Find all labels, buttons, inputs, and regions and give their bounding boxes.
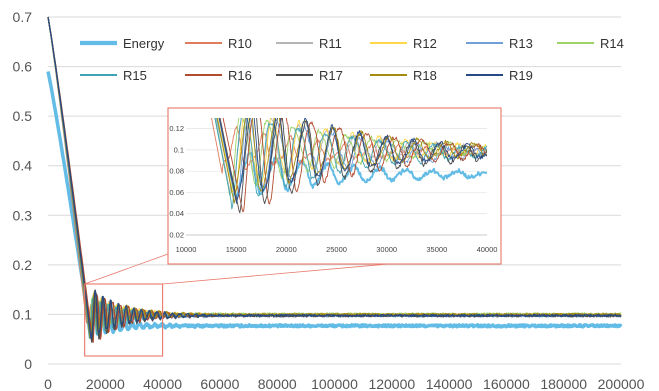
x-tick-label: 140000: [426, 376, 473, 391]
inset-series-line-r14: [214, 118, 487, 197]
zoom-connector-line: [84, 253, 169, 285]
legend-label: R17: [319, 68, 343, 83]
x-tick-label: 100000: [311, 376, 358, 391]
inset-x-tick-label: 10000: [176, 245, 197, 254]
x-tick-label: 20000: [86, 376, 125, 391]
series-line-r19: [47, 16, 622, 340]
legend-label: R11: [319, 36, 342, 51]
series-line-r18: [47, 16, 622, 339]
inset-y-tick-label: 0.1: [174, 145, 184, 154]
legend-label: Energy: [123, 36, 165, 51]
x-tick-label: 80000: [258, 376, 297, 391]
legend-label: R15: [123, 68, 147, 83]
main-y-tick-labels: 0 0.1 0.2 0.3 0.4 0.5 0.6 0.7: [13, 9, 33, 372]
inset-x-tick-label: 20000: [276, 245, 297, 254]
legend-label: R13: [509, 36, 533, 51]
inset-x-tick-label: 15000: [226, 245, 247, 254]
y-tick-label: 0.3: [13, 207, 33, 223]
legend-label: R16: [228, 68, 252, 83]
inset-y-tick-label: 0.08: [169, 167, 184, 176]
y-tick-label: 0.7: [13, 9, 33, 25]
inset-y-tick-label: 0.02: [169, 231, 184, 240]
inset-chart: 0.02 0.04 0.06 0.08 0.1 0.12 10000 15000 20000 25…: [167, 107, 502, 265]
x-tick-label: 60000: [200, 376, 239, 391]
inset-series-line-r16: [222, 118, 487, 213]
inset-x-tick-label: 40000: [477, 245, 498, 254]
x-tick-label: 180000: [540, 376, 587, 391]
x-tick-label: 120000: [368, 376, 415, 391]
zoom-region-box: [84, 253, 502, 357]
x-tick-label: 160000: [483, 376, 530, 391]
inset-y-tick-label: 0.12: [169, 124, 184, 133]
main-series-group: [46, 16, 623, 343]
y-tick-label: 0.1: [13, 306, 33, 322]
y-tick-label: 0.2: [13, 257, 33, 273]
series-line-energy: [46, 71, 623, 339]
legend-label: R14: [600, 36, 624, 51]
legend-label: R10: [228, 36, 252, 51]
y-tick-label: 0.5: [13, 108, 33, 124]
main-x-tick-labels: 0 20000 40000 60000 80000 100000 120000 140000 1…: [44, 376, 644, 391]
zoom-rectangle: [84, 283, 164, 357]
inset-x-tick-label: 35000: [426, 245, 447, 254]
legend-label: R19: [509, 68, 533, 83]
y-tick-label: 0.4: [13, 158, 33, 174]
inset-y-tick-label: 0.04: [169, 209, 184, 218]
inset-x-tick-label: 30000: [376, 245, 397, 254]
inset-y-tick-label: 0.06: [169, 188, 184, 197]
x-tick-label: 40000: [143, 376, 182, 391]
legend-label: R18: [413, 68, 437, 83]
legend: Energy R10 R11 R12 R13 R14 R15 R16 R17 R18 R19: [80, 36, 624, 83]
x-tick-label: 200000: [598, 376, 645, 391]
y-tick-label: 0: [24, 356, 32, 372]
inset-series-line-r18: [216, 118, 487, 204]
inset-x-tick-label: 25000: [326, 245, 347, 254]
legend-label: R12: [413, 36, 437, 51]
y-tick-label: 0.6: [13, 59, 33, 75]
inset-series-group: [211, 118, 487, 214]
inset-series-line-r19: [218, 118, 487, 204]
x-tick-label: 0: [44, 376, 52, 391]
